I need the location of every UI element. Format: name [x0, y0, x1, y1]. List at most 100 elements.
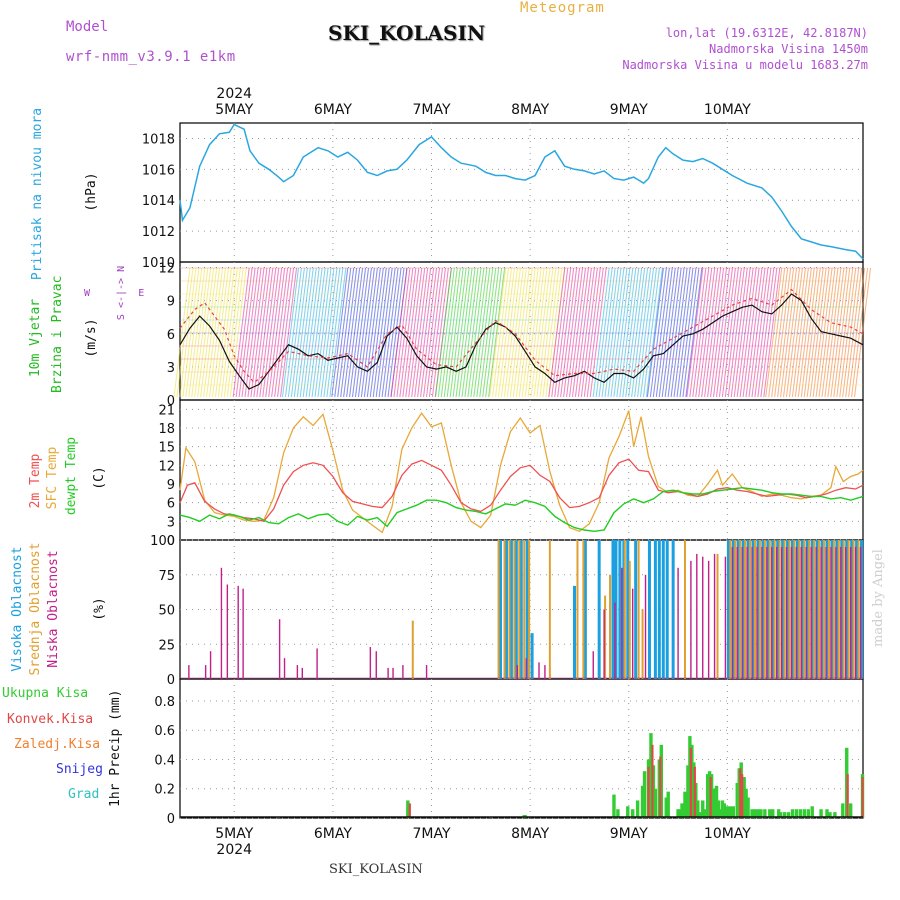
cloud-high-bar	[653, 540, 657, 679]
cloud-low-bar	[702, 556, 704, 679]
wind-barb-stripe	[197, 267, 215, 398]
cloud-mid-bar	[857, 540, 860, 679]
legend-snow: Snijeg	[56, 762, 103, 777]
wind-speed-line	[179, 293, 864, 390]
cloud-high-bar	[860, 540, 864, 679]
wind-barb-stripe	[533, 267, 551, 398]
cloud-high-bar	[790, 540, 794, 679]
cloud-mid-bar	[508, 540, 511, 679]
precip-total-bar	[753, 809, 757, 818]
cloud-low-bar	[845, 546, 847, 679]
wind-barb-stripe	[637, 267, 655, 398]
wind-barb-stripe	[417, 267, 435, 398]
cloud-mid-bar	[837, 540, 840, 679]
compass-east: E	[138, 288, 145, 299]
precip-total-bar	[718, 809, 723, 818]
top-date-label: 5MAY	[215, 102, 253, 118]
wind-tick-label: 9	[167, 295, 175, 310]
cloud-high-bar	[805, 540, 809, 679]
cloud-low-bar	[188, 665, 190, 679]
wind-barb-stripe	[806, 267, 824, 398]
cloud-high-bar	[661, 540, 665, 679]
top-date-label: 10MAY	[704, 102, 751, 118]
precip-total-bar	[786, 812, 791, 818]
wind-barb-stripe	[354, 267, 373, 398]
cloud-mid-bar	[832, 540, 835, 679]
cloud-high-bar	[514, 540, 518, 679]
precip-total-bar	[802, 809, 807, 818]
cloud-mid-bar	[798, 540, 801, 679]
cloud-low-bar	[690, 560, 692, 679]
temperature-tick-label: 0	[167, 534, 175, 549]
cloud-mid-bar	[604, 595, 607, 679]
wind-barb-stripe	[357, 267, 375, 398]
cloud-mid-bar	[503, 540, 506, 679]
wind-barb-stripe	[577, 267, 595, 398]
precip-convective-bar	[739, 768, 742, 818]
wind-barb-stripe	[340, 267, 358, 398]
precip-total-bar	[680, 803, 684, 818]
legend-convective-rain: Konvek.Kisa	[7, 712, 94, 727]
cloud-high-bar	[671, 540, 675, 679]
wind-barb-stripe	[689, 267, 707, 398]
wind-barb-stripe	[765, 267, 783, 398]
precip-total-bar	[742, 777, 746, 818]
cloud-high-bar	[657, 540, 661, 679]
cloud-high-bar	[746, 540, 750, 679]
bottom-date-label: 8MAY	[511, 826, 549, 842]
wind-barb-stripe	[470, 267, 488, 398]
precip-total-bar	[750, 809, 754, 818]
cloud-mid-bar	[803, 540, 806, 679]
cloud-mid-bar	[548, 540, 551, 679]
cloud-mid-bar	[754, 540, 757, 679]
cloud-low-bar	[278, 619, 281, 679]
wind-barb-stripe	[425, 267, 444, 398]
wind-barb-stripe	[610, 267, 628, 398]
cloud-low-bar	[766, 546, 768, 679]
cloud-low-bar	[369, 647, 372, 679]
wind-barb-stripe	[208, 267, 227, 398]
cloud-low-bar	[746, 546, 748, 679]
precip-total-bar	[699, 812, 703, 818]
wind-barb-stripe	[673, 267, 691, 398]
legend-graupel: Grad	[68, 787, 100, 802]
wind-barb-stripe	[259, 267, 277, 398]
precip-total-bar	[653, 788, 658, 818]
wind-barb-stripe	[622, 267, 640, 398]
wind-barb-stripe	[232, 267, 250, 398]
wind-barb-stripe	[229, 267, 247, 398]
cloud-mid-bar	[852, 540, 855, 679]
cloud-low-bar	[810, 546, 812, 679]
wind-barb-stripe	[431, 267, 449, 398]
cloud-high-bar	[771, 540, 775, 679]
cloud-low-bar	[771, 546, 773, 679]
wind-barb-stripe	[809, 267, 827, 398]
wind-barb-stripe	[853, 267, 872, 398]
cloud-low-bar	[731, 546, 734, 679]
cloud-mid-bar	[582, 540, 585, 679]
wind-barb-stripe	[458, 267, 476, 398]
wind-barb-stripe	[464, 267, 482, 398]
precipitation-tick-label: 0.2	[154, 783, 175, 798]
cloud-low-bar	[387, 667, 389, 679]
wind-barb-stripe	[200, 267, 218, 398]
wind-barb-stripe	[250, 267, 268, 398]
cloud-mid-bar	[683, 540, 686, 679]
temperature-tick-label: 21	[158, 403, 175, 418]
cloud-low-bar	[425, 665, 428, 679]
wind-barb-stripe	[211, 267, 230, 398]
cloud-mid-bar	[411, 620, 414, 679]
clouds-tick-label: 100	[150, 534, 175, 549]
wind-barb-stripe	[788, 267, 806, 398]
clouds-tick-label: 50	[158, 604, 175, 619]
precip-total-bar	[720, 800, 725, 818]
cloud-high-bar	[736, 540, 740, 679]
wind-barb-stripe	[349, 267, 367, 398]
wind-barb-stripe	[539, 267, 557, 398]
wind-barb-stripe	[704, 267, 722, 398]
cloud-high-bar	[830, 540, 834, 679]
wind-barb-stripe	[337, 267, 355, 398]
cloud-high-bar	[781, 540, 785, 679]
cloud-mid-bar	[628, 560, 631, 679]
wind-tick-label: 3	[167, 361, 175, 376]
